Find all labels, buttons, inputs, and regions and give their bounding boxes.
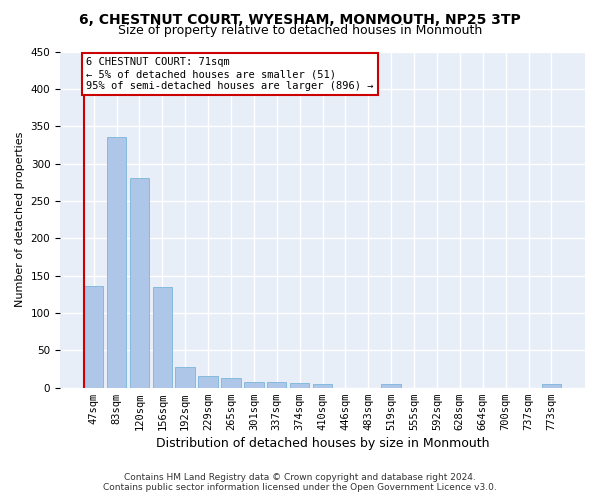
Bar xyxy=(382,384,401,388)
X-axis label: Distribution of detached houses by size in Monmouth: Distribution of detached houses by size … xyxy=(156,437,489,450)
Bar xyxy=(175,367,195,388)
Text: Size of property relative to detached houses in Monmouth: Size of property relative to detached ho… xyxy=(118,24,482,37)
Bar xyxy=(199,376,218,388)
Bar xyxy=(107,136,126,388)
Bar xyxy=(130,178,149,388)
Bar xyxy=(244,382,263,388)
Bar xyxy=(84,286,103,388)
Bar xyxy=(152,287,172,388)
Bar xyxy=(221,378,241,388)
Bar xyxy=(313,384,332,388)
Y-axis label: Number of detached properties: Number of detached properties xyxy=(15,132,25,308)
Text: 6 CHESTNUT COURT: 71sqm
← 5% of detached houses are smaller (51)
95% of semi-det: 6 CHESTNUT COURT: 71sqm ← 5% of detached… xyxy=(86,58,374,90)
Bar xyxy=(267,382,286,388)
Text: 6, CHESTNUT COURT, WYESHAM, MONMOUTH, NP25 3TP: 6, CHESTNUT COURT, WYESHAM, MONMOUTH, NP… xyxy=(79,12,521,26)
Bar xyxy=(290,383,310,388)
Bar xyxy=(542,384,561,388)
Text: Contains HM Land Registry data © Crown copyright and database right 2024.
Contai: Contains HM Land Registry data © Crown c… xyxy=(103,473,497,492)
